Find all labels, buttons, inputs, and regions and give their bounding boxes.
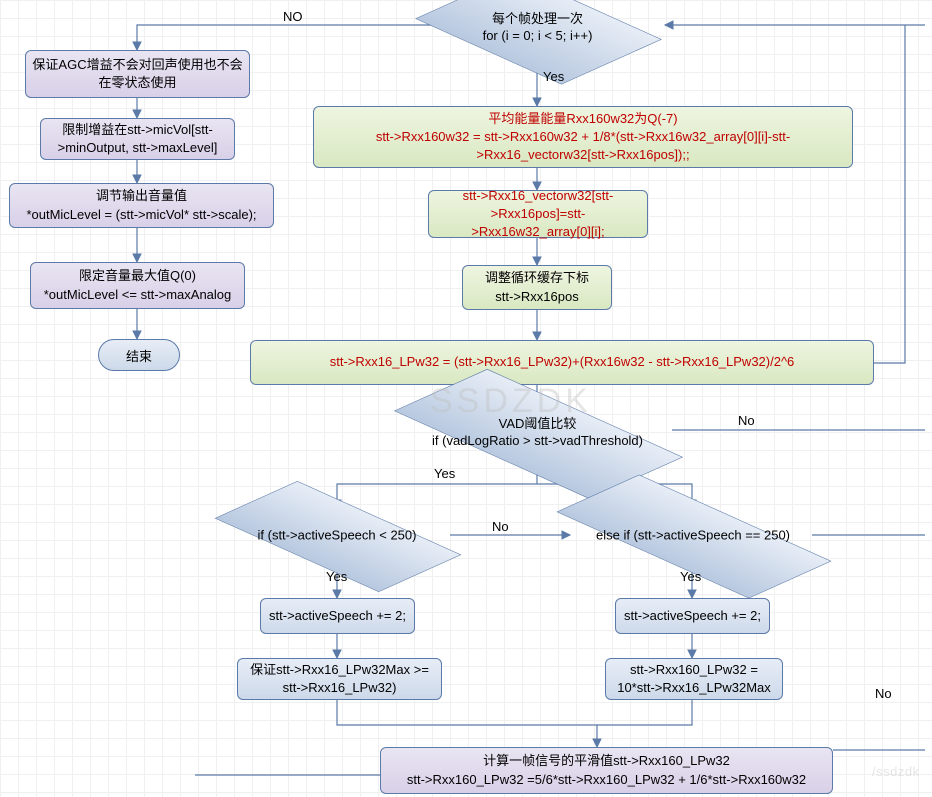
smooth-frame-box: 计算一帧信号的平滑值stt->Rxx160_LPw32 stt->Rxx160_… — [380, 747, 833, 794]
loop-head-line1: 每个帧处理一次 — [445, 11, 630, 28]
label-no-mid: No — [492, 519, 509, 534]
adjust-pos-line2: stt->Rxx16pos — [485, 288, 589, 306]
adjust-output-box: 调节输出音量值 *outMicLevel = (stt->micVol* stt… — [9, 183, 274, 228]
watermark-small: /ssdzdk — [872, 764, 920, 779]
loop-head-line2: for (i = 0; i < 5; i++) — [445, 28, 630, 45]
label-no-right: No — [875, 686, 892, 701]
ensure-max-box: 保证stt->Rxx16_LPw32Max >= stt->Rxx16_LPw3… — [237, 658, 442, 700]
agc-guard-box: 保证AGC增益不会对回声使用也不会在零状态使用 — [25, 50, 250, 98]
avg-energy-line1: 平均能量能量Rxx160w32为Q(-7) — [320, 110, 846, 128]
smooth-frame-line2: stt->Rxx160_LPw32 =5/6*stt->Rxx160_LPw32… — [407, 771, 806, 789]
else-if-active-eq-label: else if (stt->activeSpeech == 250) — [572, 527, 815, 544]
end-terminator: 结束 — [98, 339, 180, 371]
adjust-pos-box: 调整循环缓存下标 stt->Rxx16pos — [462, 265, 612, 310]
smooth-frame-line1: 计算一帧信号的平滑值stt->Rxx160_LPw32 — [407, 752, 806, 770]
rxx160-assign-box: stt->Rxx160_LPw32 = 10*stt->Rxx16_LPw32M… — [605, 658, 783, 700]
label-yes-left: Yes — [326, 569, 347, 584]
label-yes-top: Yes — [543, 69, 564, 84]
adjust-output-text: 调节输出音量值 *outMicLevel = (stt->micVol* stt… — [26, 187, 256, 223]
loop-head-decision: 每个帧处理一次 for (i = 0; i < 5; i++) — [435, 0, 640, 98]
vector-assign-box: stt->Rxx16_vectorw32[stt->Rxx16pos]=stt-… — [428, 190, 648, 238]
inc-active-right-box: stt->activeSpeech += 2; — [615, 598, 770, 634]
inc-active-left-box: stt->activeSpeech += 2; — [260, 598, 415, 634]
avg-energy-line2: stt->Rxx160w32 = stt->Rxx160w32 + 1/8*(s… — [320, 128, 846, 164]
label-no-top: NO — [283, 9, 303, 24]
limit-max-box: 限定音量最大值Q(0) *outMicLevel <= stt->maxAnal… — [30, 262, 245, 309]
vad-compare-line2: if (vadLogRatio > stt->vadThreshold) — [414, 433, 662, 450]
limit-gain-box: 限制增益在stt->micVol[stt->minOutput, stt->ma… — [40, 118, 235, 160]
adjust-pos-line1: 调整循环缓存下标 — [485, 269, 589, 287]
watermark-big: SSDZDK — [430, 382, 592, 421]
limit-max-text: 限定音量最大值Q(0) *outMicLevel <= stt->maxAnal… — [44, 267, 232, 303]
end-label: 结束 — [126, 346, 152, 365]
label-yes-right: Yes — [680, 569, 701, 584]
if-active-lt-label: if (stt->activeSpeech < 250) — [234, 527, 441, 544]
avg-energy-box: 平均能量能量Rxx160w32为Q(-7) stt->Rxx160w32 = s… — [313, 106, 853, 168]
label-no-vad: No — [738, 413, 755, 428]
